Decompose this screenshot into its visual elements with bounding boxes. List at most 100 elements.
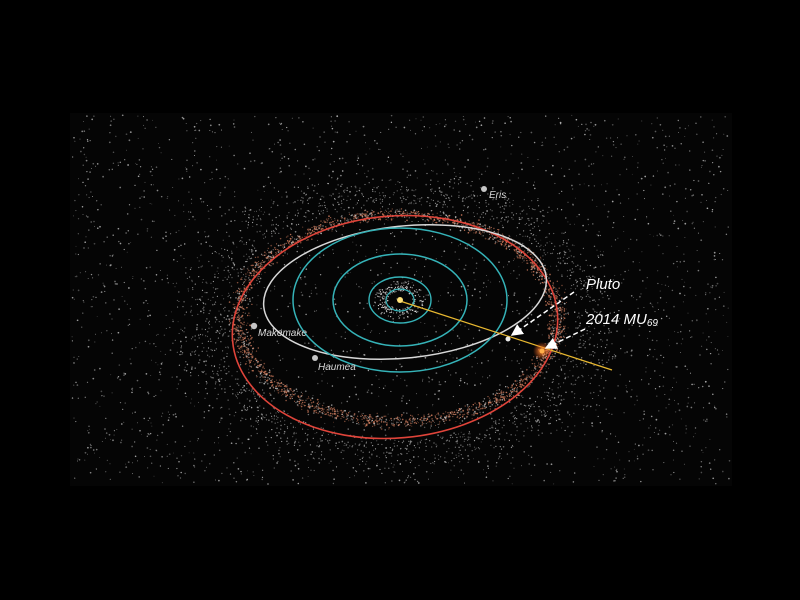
scatter-particle	[513, 292, 516, 294]
scatter-particle	[190, 375, 192, 377]
scatter-particle	[222, 350, 224, 352]
belt-particle	[326, 219, 329, 222]
scatter-particle	[455, 175, 457, 177]
belt-particle	[315, 411, 317, 414]
scatter-particle	[366, 302, 368, 305]
scatter-particle	[145, 299, 147, 302]
scatter-particle	[188, 191, 190, 193]
scatter-particle	[181, 116, 184, 119]
scatter-particle	[173, 452, 174, 454]
scatter-particle	[616, 468, 618, 470]
scatter-particle	[142, 280, 145, 282]
scatter-particle	[634, 218, 636, 221]
scatter-particle	[233, 154, 235, 157]
scatter-particle	[458, 446, 460, 449]
scatter-particle	[660, 234, 662, 236]
scatter-particle	[360, 244, 362, 247]
scatter-particle	[130, 362, 132, 365]
scatter-particle	[530, 131, 533, 134]
scatter-particle	[719, 170, 722, 173]
belt-particle	[495, 236, 498, 239]
scatter-particle	[643, 410, 645, 412]
scatter-particle	[564, 364, 566, 366]
scatter-particle	[241, 268, 243, 271]
scatter-particle	[719, 449, 721, 451]
scatter-particle	[590, 163, 593, 165]
scatter-particle	[240, 420, 242, 422]
scatter-particle	[240, 240, 242, 242]
scatter-particle	[315, 287, 317, 289]
scatter-particle	[194, 129, 197, 131]
scatter-particle	[290, 223, 293, 225]
scatter-particle	[602, 364, 604, 366]
scatter-particle	[586, 128, 588, 130]
scatter-particle	[150, 422, 152, 424]
belt-particle	[322, 225, 324, 227]
scatter-particle	[484, 434, 486, 436]
scatter-particle	[614, 355, 617, 357]
scatter-particle	[577, 264, 579, 267]
scatter-particle	[297, 245, 299, 248]
scatter-particle	[607, 210, 610, 213]
scatter-particle	[86, 216, 89, 218]
belt-particle	[276, 382, 278, 384]
scatter-particle	[132, 389, 133, 391]
belt-particle	[396, 210, 399, 213]
scatter-particle	[565, 391, 567, 394]
scatter-particle	[264, 211, 266, 213]
scatter-particle	[589, 300, 591, 302]
scatter-particle	[320, 427, 322, 429]
scatter-particle	[541, 141, 543, 143]
scatter-particle	[480, 441, 482, 443]
scatter-particle	[429, 205, 431, 207]
scatter-particle	[153, 343, 155, 345]
scatter-particle	[606, 339, 608, 341]
scatter-particle	[344, 276, 346, 278]
belt-particle	[548, 294, 550, 297]
scatter-particle	[574, 288, 577, 290]
scatter-particle	[550, 252, 552, 255]
scatter-particle	[87, 345, 90, 348]
scatter-particle	[494, 131, 496, 133]
scatter-particle	[472, 239, 475, 241]
scatter-particle	[451, 452, 453, 454]
belt-particle	[447, 217, 450, 219]
scatter-particle	[385, 291, 387, 293]
belt-particle	[345, 412, 348, 415]
scatter-particle	[453, 457, 455, 459]
scatter-particle	[365, 482, 367, 484]
scatter-particle	[282, 358, 284, 360]
belt-particle	[548, 334, 550, 336]
scatter-particle	[212, 377, 214, 379]
scatter-particle	[673, 440, 674, 442]
scatter-particle	[334, 208, 336, 210]
scatter-particle	[204, 328, 206, 331]
scatter-particle	[138, 159, 141, 161]
scatter-particle	[190, 198, 193, 200]
scatter-particle	[418, 464, 420, 467]
scatter-particle	[563, 175, 566, 177]
scatter-particle	[415, 229, 417, 231]
scatter-particle	[123, 281, 125, 284]
scatter-particle	[181, 330, 183, 332]
scatter-particle	[295, 262, 297, 264]
scatter-particle	[290, 470, 293, 472]
scatter-particle	[369, 331, 372, 333]
scatter-particle	[479, 290, 481, 293]
scatter-particle	[219, 378, 221, 380]
scatter-particle	[75, 421, 77, 423]
scatter-particle	[204, 303, 207, 305]
scatter-particle	[449, 437, 452, 439]
scatter-particle	[443, 443, 445, 445]
scatter-particle	[424, 356, 427, 359]
scatter-particle	[429, 127, 431, 129]
scatter-particle	[659, 375, 661, 377]
scatter-particle	[715, 407, 717, 410]
scatter-particle	[662, 235, 664, 237]
scatter-particle	[270, 290, 272, 292]
scatter-particle	[242, 211, 244, 213]
scatter-particle	[227, 335, 229, 337]
scatter-particle	[585, 363, 587, 365]
scatter-particle	[536, 220, 538, 222]
scatter-particle	[252, 250, 254, 252]
